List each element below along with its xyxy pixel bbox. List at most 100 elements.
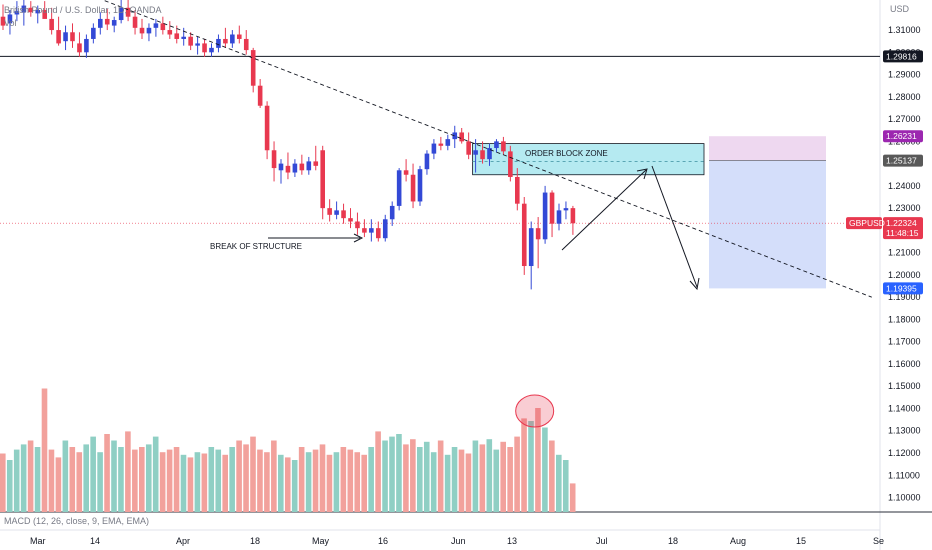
candle-body [237, 34, 242, 39]
candle-body [382, 219, 388, 239]
tag-current-bg [883, 217, 923, 240]
candle-body [438, 143, 444, 146]
volume-bar [486, 439, 493, 512]
volume-bar [48, 449, 55, 512]
volume-bar [194, 452, 201, 512]
candle-body [77, 43, 82, 53]
volume-bar [514, 436, 520, 512]
volume-bar [354, 452, 361, 512]
time-axis-label: Aug [730, 536, 746, 546]
volume-bar [83, 444, 89, 512]
volume-bar [528, 421, 534, 512]
candle-body [306, 161, 312, 171]
candles [0, 0, 576, 290]
candle-body [549, 192, 555, 224]
candle-body [7, 14, 13, 24]
volume-bar [104, 434, 110, 512]
volume-bar [319, 444, 326, 512]
volume-bar [201, 453, 208, 512]
volume-bar [69, 447, 76, 512]
candle-body [243, 38, 249, 51]
currency-label: USD [890, 4, 910, 14]
volume-bar [27, 440, 34, 512]
candle-body [535, 228, 541, 240]
volume-bar [458, 449, 465, 512]
volume-bar [340, 447, 347, 512]
volume-bar [20, 444, 27, 512]
time-axis-label: Apr [176, 536, 190, 546]
volume-bar [549, 440, 555, 512]
volume-bars [0, 388, 576, 512]
candle-body [35, 10, 41, 14]
candle-body [271, 150, 277, 169]
volume-bar [361, 454, 367, 512]
candle-body [521, 203, 527, 267]
candle-body [104, 18, 110, 25]
price-axis-tick: 1.29000 [888, 70, 921, 80]
candle-body [424, 153, 430, 170]
candle-body [369, 228, 374, 233]
candle-body [466, 141, 471, 155]
tag-countdown: 11:48:15 [886, 228, 919, 238]
volume-bar [291, 460, 298, 512]
volume-bar [278, 454, 284, 512]
candle-body [118, 7, 124, 21]
volume-bar [556, 454, 562, 512]
candle-body [341, 210, 346, 219]
candle-body [111, 20, 117, 26]
candle-body [389, 205, 395, 220]
candle-body [167, 30, 173, 35]
price-axis-tick: 1.23000 [888, 203, 921, 213]
volume-bar [562, 460, 569, 512]
candle-body [56, 30, 61, 44]
candle-body [125, 7, 131, 17]
candle-body [257, 85, 263, 106]
price-axis-tick: 1.13000 [888, 426, 921, 436]
candle-body [417, 169, 423, 202]
candle-body [403, 170, 409, 175]
price-axis-tick: 1.28000 [888, 92, 921, 102]
candle-body [327, 208, 332, 215]
volume-bar [472, 440, 479, 512]
tag-symbol: GBPUSD [849, 218, 885, 228]
volume-bar [535, 408, 541, 512]
candle-body [278, 163, 284, 171]
tag-stop-bg [883, 130, 923, 143]
candle-body [528, 228, 534, 267]
volume-bar [55, 457, 62, 512]
volume-bar [465, 453, 472, 512]
candle-body [473, 150, 478, 155]
candle-body [396, 170, 402, 206]
candle-body [445, 139, 451, 146]
candle-body [195, 43, 200, 46]
volume-bar [542, 427, 548, 512]
zones [0, 55, 880, 289]
candle-body [230, 34, 235, 44]
candle-body [570, 208, 576, 224]
candle-body [494, 141, 499, 149]
candle-body [98, 18, 103, 28]
tag-target: 1.19395 [886, 283, 917, 293]
candle-body [264, 105, 270, 151]
time-axis-label: May [312, 536, 330, 546]
volume-bar [187, 457, 194, 512]
price-axis-tick: 1.20000 [888, 270, 921, 280]
price-axis-tick: 1.14000 [888, 403, 921, 413]
candle-body [139, 27, 145, 34]
volume-bar [125, 431, 131, 512]
tag-resistance-bg [883, 50, 923, 63]
volume-bar [229, 447, 235, 512]
volume-bar [132, 449, 138, 512]
time-axis-label: Jul [596, 536, 608, 546]
time-axis: Mar 14 Apr 18 May 16 Jun 13 Jul 18 Aug 15 Se [30, 536, 884, 546]
candle-body [431, 143, 437, 154]
volume-bar [271, 440, 277, 512]
volume-bar [375, 431, 381, 512]
candle-body [313, 161, 319, 166]
volume-bar [139, 447, 145, 512]
candle-body [202, 43, 207, 53]
volume-bar [222, 454, 228, 512]
time-axis-label: 13 [507, 536, 517, 546]
candle-body [181, 36, 186, 39]
